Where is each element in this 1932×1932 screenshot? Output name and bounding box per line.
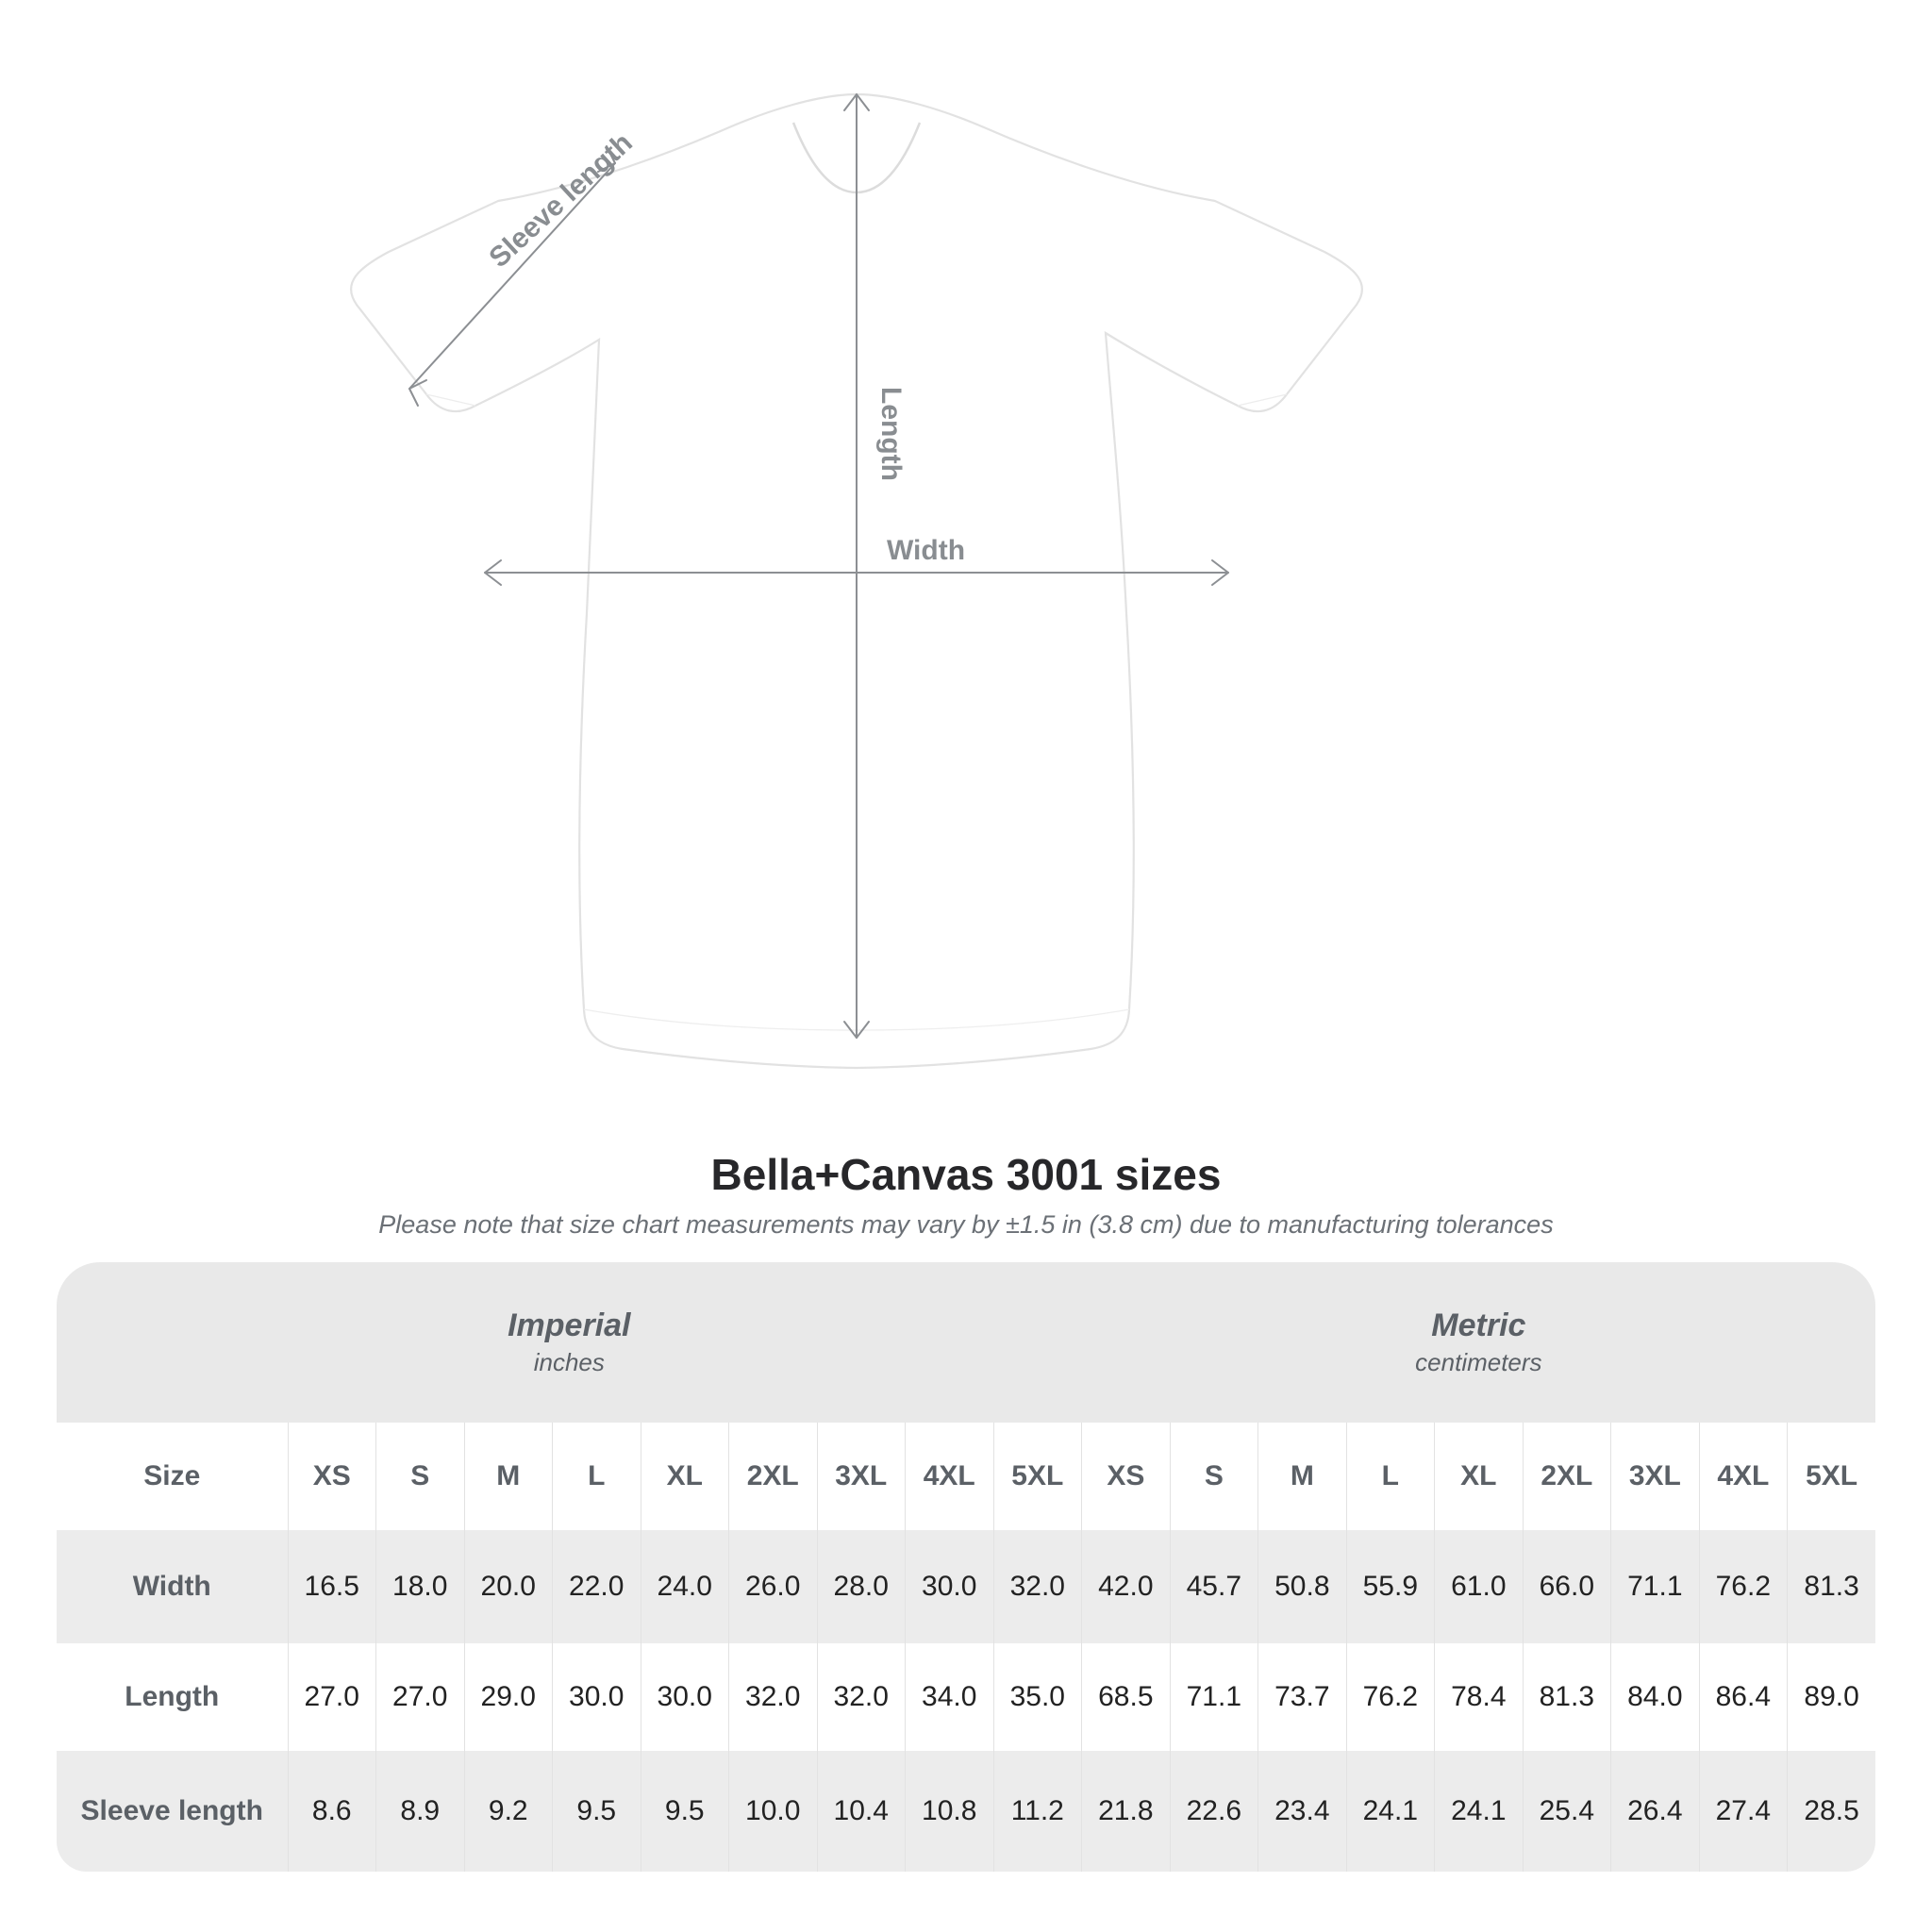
- svg-text:Length: Length: [875, 387, 907, 481]
- svg-text:Width: Width: [887, 535, 965, 566]
